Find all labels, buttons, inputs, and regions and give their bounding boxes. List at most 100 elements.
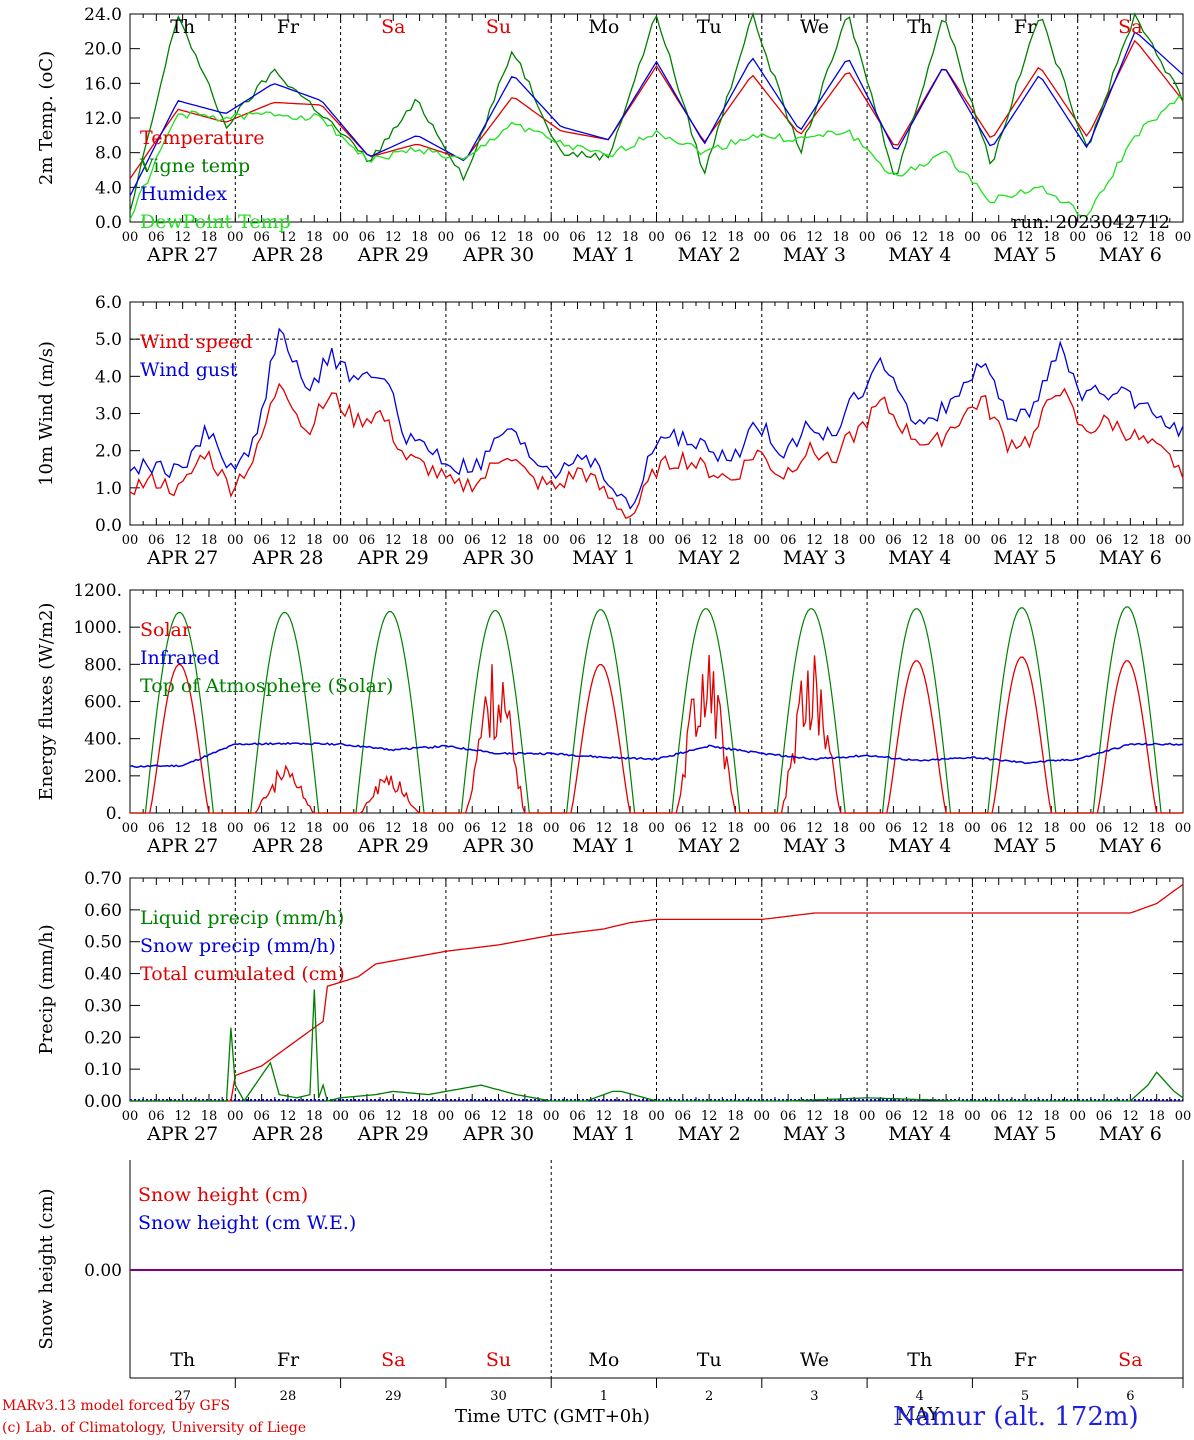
date-label: MAY 2 xyxy=(678,547,741,569)
hour-tick-label: 18 xyxy=(833,821,850,836)
hour-tick-label: 06 xyxy=(464,230,481,245)
hour-tick-label: 18 xyxy=(411,1109,428,1124)
hour-tick-label: 18 xyxy=(833,230,850,245)
lab-credit: (c) Lab. of Climatology, University of L… xyxy=(2,1420,307,1436)
hour-tick-label: 06 xyxy=(990,533,1007,548)
date-label: MAY 6 xyxy=(1099,1123,1162,1145)
hour-tick-label: 00 xyxy=(543,1109,560,1124)
hour-tick-label: 12 xyxy=(174,230,191,245)
hour-tick-label: 00 xyxy=(964,821,981,836)
hour-tick-label: 00 xyxy=(543,533,560,548)
hour-tick-label: 12 xyxy=(280,533,297,548)
y-tick-label: 200. xyxy=(84,767,122,787)
weekday-label: Fr xyxy=(277,16,300,38)
hour-tick-label: 18 xyxy=(306,533,323,548)
date-label: MAY 1 xyxy=(572,547,635,569)
weekday-label: We xyxy=(800,16,829,38)
hour-tick-label: 18 xyxy=(306,821,323,836)
infrared-line xyxy=(129,741,1184,768)
legend-entry: Vigne temp xyxy=(139,155,250,177)
temperature-series-line xyxy=(129,31,1184,197)
hour-tick-label: 18 xyxy=(201,1109,218,1124)
weekday-label: Mo xyxy=(588,1349,619,1371)
weekday-label: Fr xyxy=(1014,16,1037,38)
y-tick-label: 800. xyxy=(84,655,122,675)
hour-tick-label: 06 xyxy=(990,1109,1007,1124)
hour-tick-label: 12 xyxy=(1122,533,1139,548)
model-credit: MARv3.13 model forced by GFS xyxy=(2,1398,231,1414)
day-number-label: 3 xyxy=(810,1389,818,1404)
hour-tick-label: 18 xyxy=(306,230,323,245)
date-label: MAY 5 xyxy=(994,1123,1057,1145)
date-label: APR 29 xyxy=(357,244,429,266)
y-tick-label: 16.0 xyxy=(84,74,122,94)
hour-tick-label: 18 xyxy=(1148,1109,1165,1124)
legend-entry: Snow height (cm W.E.) xyxy=(138,1212,356,1234)
hour-tick-label: 06 xyxy=(464,533,481,548)
hour-tick-label: 00 xyxy=(227,821,244,836)
y-tick-label: 3.0 xyxy=(95,405,122,425)
hour-tick-label: 06 xyxy=(885,230,902,245)
hour-tick-label: 12 xyxy=(174,821,191,836)
hour-tick-label: 18 xyxy=(517,533,534,548)
hour-tick-label: 18 xyxy=(1043,533,1060,548)
hour-tick-label: 18 xyxy=(1043,1109,1060,1124)
date-label: MAY 3 xyxy=(783,244,846,266)
hour-tick-label: 06 xyxy=(990,821,1007,836)
hour-tick-label: 06 xyxy=(464,821,481,836)
hour-tick-label: 06 xyxy=(780,1109,797,1124)
y-tick-label: 0.0 xyxy=(95,516,122,536)
hour-tick-label: 18 xyxy=(727,230,744,245)
hour-tick-label: 00 xyxy=(438,1109,455,1124)
hour-tick-label: 12 xyxy=(701,821,718,836)
hour-tick-label: 12 xyxy=(280,821,297,836)
weekday-label: Sa xyxy=(381,1349,405,1371)
day-number-label: 6 xyxy=(1126,1389,1134,1404)
hour-tick-label: 18 xyxy=(938,821,955,836)
hour-tick-label: 00 xyxy=(648,821,665,836)
date-label: MAY 2 xyxy=(678,244,741,266)
hour-tick-label: 00 xyxy=(754,533,771,548)
y-tick-label: 0.30 xyxy=(84,996,122,1016)
day-number-label: 29 xyxy=(385,1389,402,1404)
hour-tick-label: 00 xyxy=(1175,821,1192,836)
legend-entry: Humidex xyxy=(140,183,227,205)
hour-tick-label: 12 xyxy=(596,821,613,836)
hour-tick-label: 18 xyxy=(1148,230,1165,245)
temperature-series-line xyxy=(129,95,1184,220)
hour-tick-label: 06 xyxy=(780,230,797,245)
hour-tick-label: 18 xyxy=(938,230,955,245)
legend-entry: Infrared xyxy=(140,647,220,669)
hour-tick-label: 00 xyxy=(1069,533,1086,548)
hour-tick-label: 12 xyxy=(596,1109,613,1124)
hour-tick-label: 18 xyxy=(938,1109,955,1124)
hour-tick-label: 06 xyxy=(780,533,797,548)
date-label: MAY 4 xyxy=(888,547,951,569)
date-label: APR 27 xyxy=(146,547,218,569)
hour-tick-label: 06 xyxy=(148,1109,165,1124)
date-label: MAY 5 xyxy=(994,835,1057,857)
hour-tick-label: 18 xyxy=(727,1109,744,1124)
hour-tick-label: 00 xyxy=(1069,821,1086,836)
date-label: MAY 3 xyxy=(783,547,846,569)
date-label: APR 27 xyxy=(146,1123,218,1145)
y-axis-label: Snow height (cm) xyxy=(36,1188,57,1349)
hour-tick-label: 18 xyxy=(201,230,218,245)
weekday-label: Sa xyxy=(381,16,405,38)
hour-tick-label: 06 xyxy=(148,533,165,548)
hour-tick-label: 12 xyxy=(806,1109,823,1124)
y-tick-label: 4.0 xyxy=(95,178,122,198)
legend-entry: DewPoint Temp xyxy=(140,211,291,233)
weekday-label: Fr xyxy=(1014,1349,1037,1371)
weekday-label: Th xyxy=(170,16,195,38)
hour-tick-label: 12 xyxy=(174,533,191,548)
hour-tick-label: 18 xyxy=(622,230,639,245)
y-tick-label: 20.0 xyxy=(84,40,122,60)
hour-tick-label: 06 xyxy=(464,1109,481,1124)
hour-tick-label: 06 xyxy=(148,230,165,245)
day-number-label: 1 xyxy=(600,1389,608,1404)
hour-tick-label: 12 xyxy=(911,1109,928,1124)
date-label: MAY 2 xyxy=(678,1123,741,1145)
station-label: Namur (alt. 172m) xyxy=(893,1402,1139,1432)
y-tick-label: 0.20 xyxy=(84,1028,122,1048)
